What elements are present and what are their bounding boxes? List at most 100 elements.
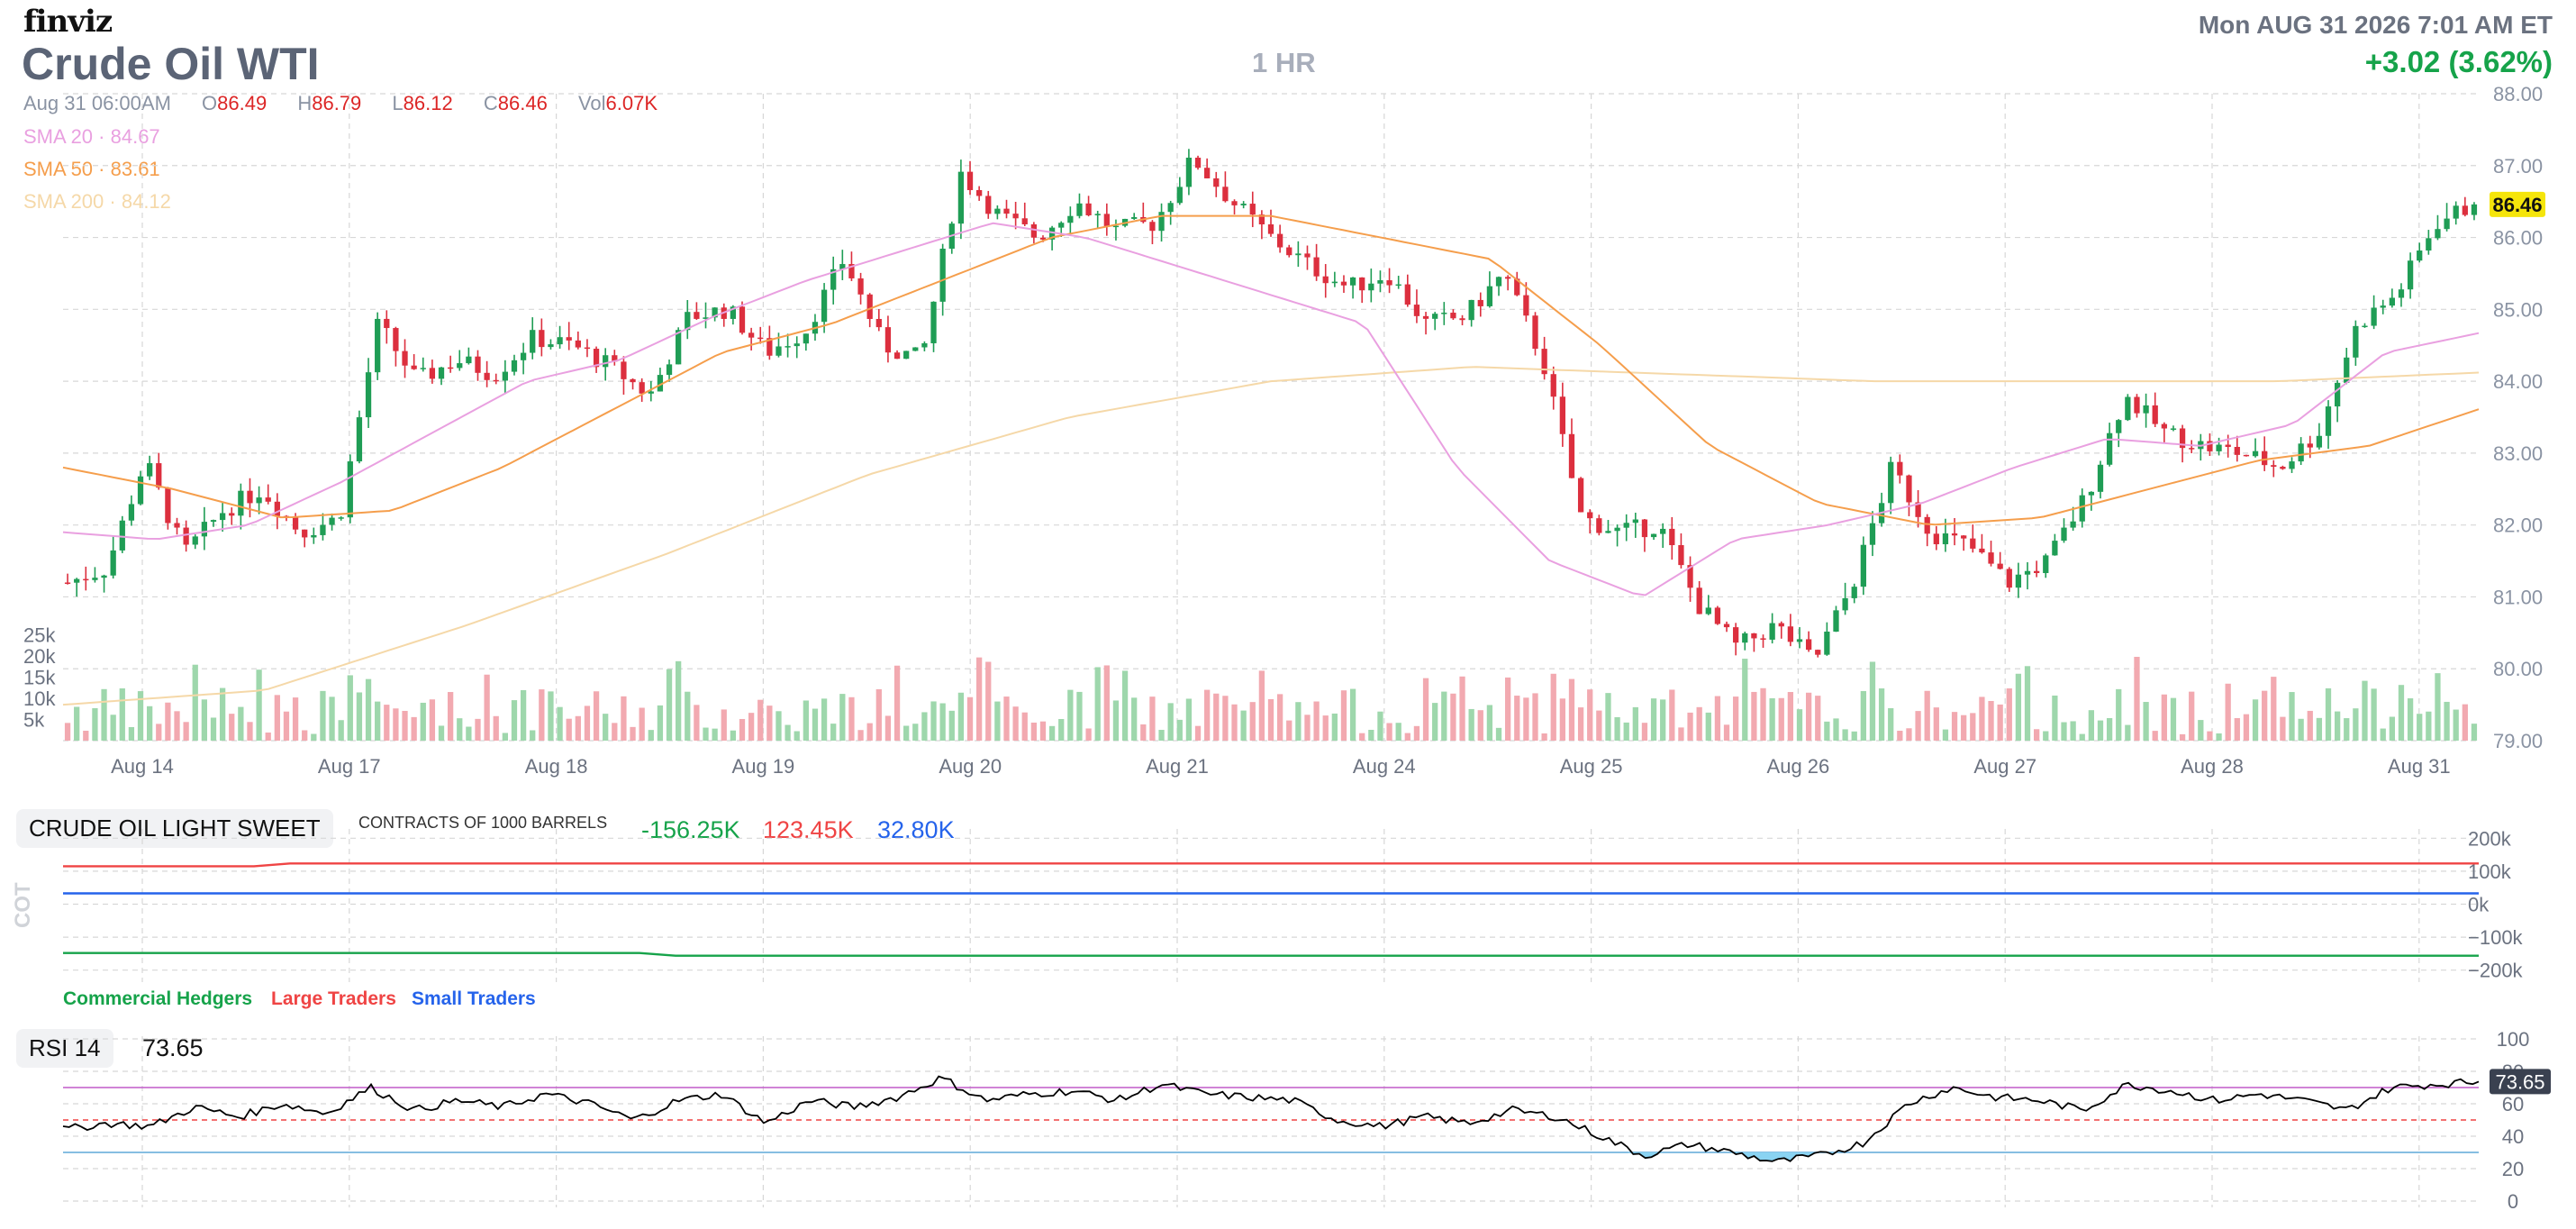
volume-bar	[1541, 733, 1547, 741]
candle-body	[548, 344, 554, 348]
volume-bar	[2070, 721, 2076, 741]
volume-bar	[1231, 704, 1238, 741]
candle-body	[1833, 610, 1839, 633]
candle-body	[2088, 491, 2095, 496]
candle-body	[1559, 396, 1566, 434]
candle-body	[1906, 475, 1912, 503]
volume-bar	[1459, 676, 1465, 741]
candle-body	[2334, 382, 2341, 407]
sma200-value: 84.12	[121, 190, 171, 213]
candle-body	[2097, 464, 2104, 492]
volume-bar	[1331, 713, 1338, 741]
candle-body	[1769, 623, 1775, 640]
volume-bar	[839, 694, 846, 741]
candle-body	[2179, 428, 2186, 449]
volume-bar	[2006, 688, 2012, 741]
volume-bar	[685, 691, 691, 741]
volume-tick-label: 15k	[23, 667, 56, 689]
cot-tick-label: −100k	[2468, 926, 2524, 949]
candle-body	[1331, 281, 1338, 284]
candle-body	[930, 301, 937, 343]
volume-bar	[229, 714, 235, 741]
timeframe-label[interactable]: 1 HR	[1252, 47, 1316, 78]
candle-body	[921, 342, 928, 348]
sma200-legend[interactable]: SMA 200 · 84.12	[23, 190, 171, 213]
volume-bar	[1286, 720, 1293, 741]
candle-body	[183, 527, 189, 545]
volume-bar	[794, 731, 800, 741]
volume-bar	[92, 707, 98, 741]
volume-bar	[1112, 700, 1120, 741]
volume-bar	[1769, 697, 1775, 741]
candle-body	[2207, 441, 2213, 451]
volume-bar	[748, 713, 755, 741]
sma50-legend[interactable]: SMA 50 · 83.61	[23, 158, 160, 180]
candle-body	[101, 575, 107, 578]
datetime-label: Mon AUG 31 2026 7:01 AM ET	[2198, 11, 2553, 39]
candle-body	[229, 513, 235, 516]
candle-body	[1605, 531, 1611, 533]
candle-body	[274, 501, 280, 516]
legend-small-traders[interactable]: Small Traders	[412, 988, 536, 1009]
legend-large-traders[interactable]: Large Traders	[271, 988, 396, 1009]
volume-bar	[1705, 712, 1711, 741]
candle-body	[1614, 527, 1620, 532]
x-tick-label: Aug 21	[1146, 755, 1209, 778]
volume-bar	[2353, 708, 2359, 741]
x-tick-label: Aug 20	[939, 755, 1002, 778]
candle-body	[975, 189, 983, 196]
x-tick-label: Aug 25	[1560, 755, 1623, 778]
candle-body	[739, 306, 746, 333]
volume-bar	[1267, 698, 1274, 741]
sma20-legend[interactable]: SMA 20 · 84.67	[23, 125, 160, 148]
volume-bar	[1359, 733, 1365, 741]
candle-body	[2407, 260, 2414, 290]
volume-bar	[484, 674, 490, 741]
candle-body	[1924, 516, 1930, 534]
finviz-logo[interactable]: finviz	[23, 4, 113, 40]
volume-bar	[64, 723, 71, 741]
volume-bar	[1432, 703, 1438, 741]
volume-bar	[1048, 725, 1056, 741]
volume-bar	[1395, 723, 1401, 741]
legend-commercial-hedgers[interactable]: Commercial Hedgers	[63, 988, 253, 1009]
volume-bar	[2243, 714, 2250, 741]
candle-body	[1933, 533, 1939, 545]
volume-bar	[1824, 721, 1830, 741]
volume-bar	[1805, 692, 1812, 741]
volume-bar	[648, 730, 654, 741]
candle-body	[1131, 216, 1138, 219]
volume-bar	[2316, 717, 2323, 741]
volume-bar	[1961, 715, 1967, 741]
volume-bar	[2280, 716, 2286, 741]
volume-bar	[1149, 696, 1156, 741]
cot-title[interactable]: CRUDE OIL LIGHT SWEET	[16, 809, 333, 848]
volume-bar	[2152, 731, 2158, 741]
chart-title: Crude Oil WTI	[22, 39, 320, 89]
volume-bar	[438, 725, 445, 741]
candle-body	[2161, 423, 2167, 429]
volume-bar	[238, 706, 244, 741]
candle-body	[1432, 314, 1438, 319]
volume-bar	[2161, 694, 2167, 741]
volume-bar	[1605, 693, 1611, 741]
volume-bar	[1733, 696, 1739, 741]
large-traders-line	[63, 862, 2479, 868]
sma50-label: SMA 50	[23, 158, 94, 180]
volume-bar	[2116, 688, 2122, 741]
volume-bar	[1687, 712, 1693, 741]
candle-body	[1942, 533, 1949, 545]
volume-bar	[921, 712, 928, 741]
volume-bar	[1067, 689, 1074, 741]
volume-bar	[566, 718, 572, 741]
price-change: +3.02 (3.62%)	[2364, 45, 2553, 78]
volume-bar	[201, 699, 208, 741]
volume-bar	[1888, 707, 1894, 741]
volume-bar	[584, 706, 591, 741]
candle-body	[2034, 570, 2040, 574]
candle-body	[356, 417, 363, 462]
volume-bar	[2371, 688, 2377, 741]
candle-body	[893, 352, 901, 360]
candle-body	[1468, 299, 1474, 321]
